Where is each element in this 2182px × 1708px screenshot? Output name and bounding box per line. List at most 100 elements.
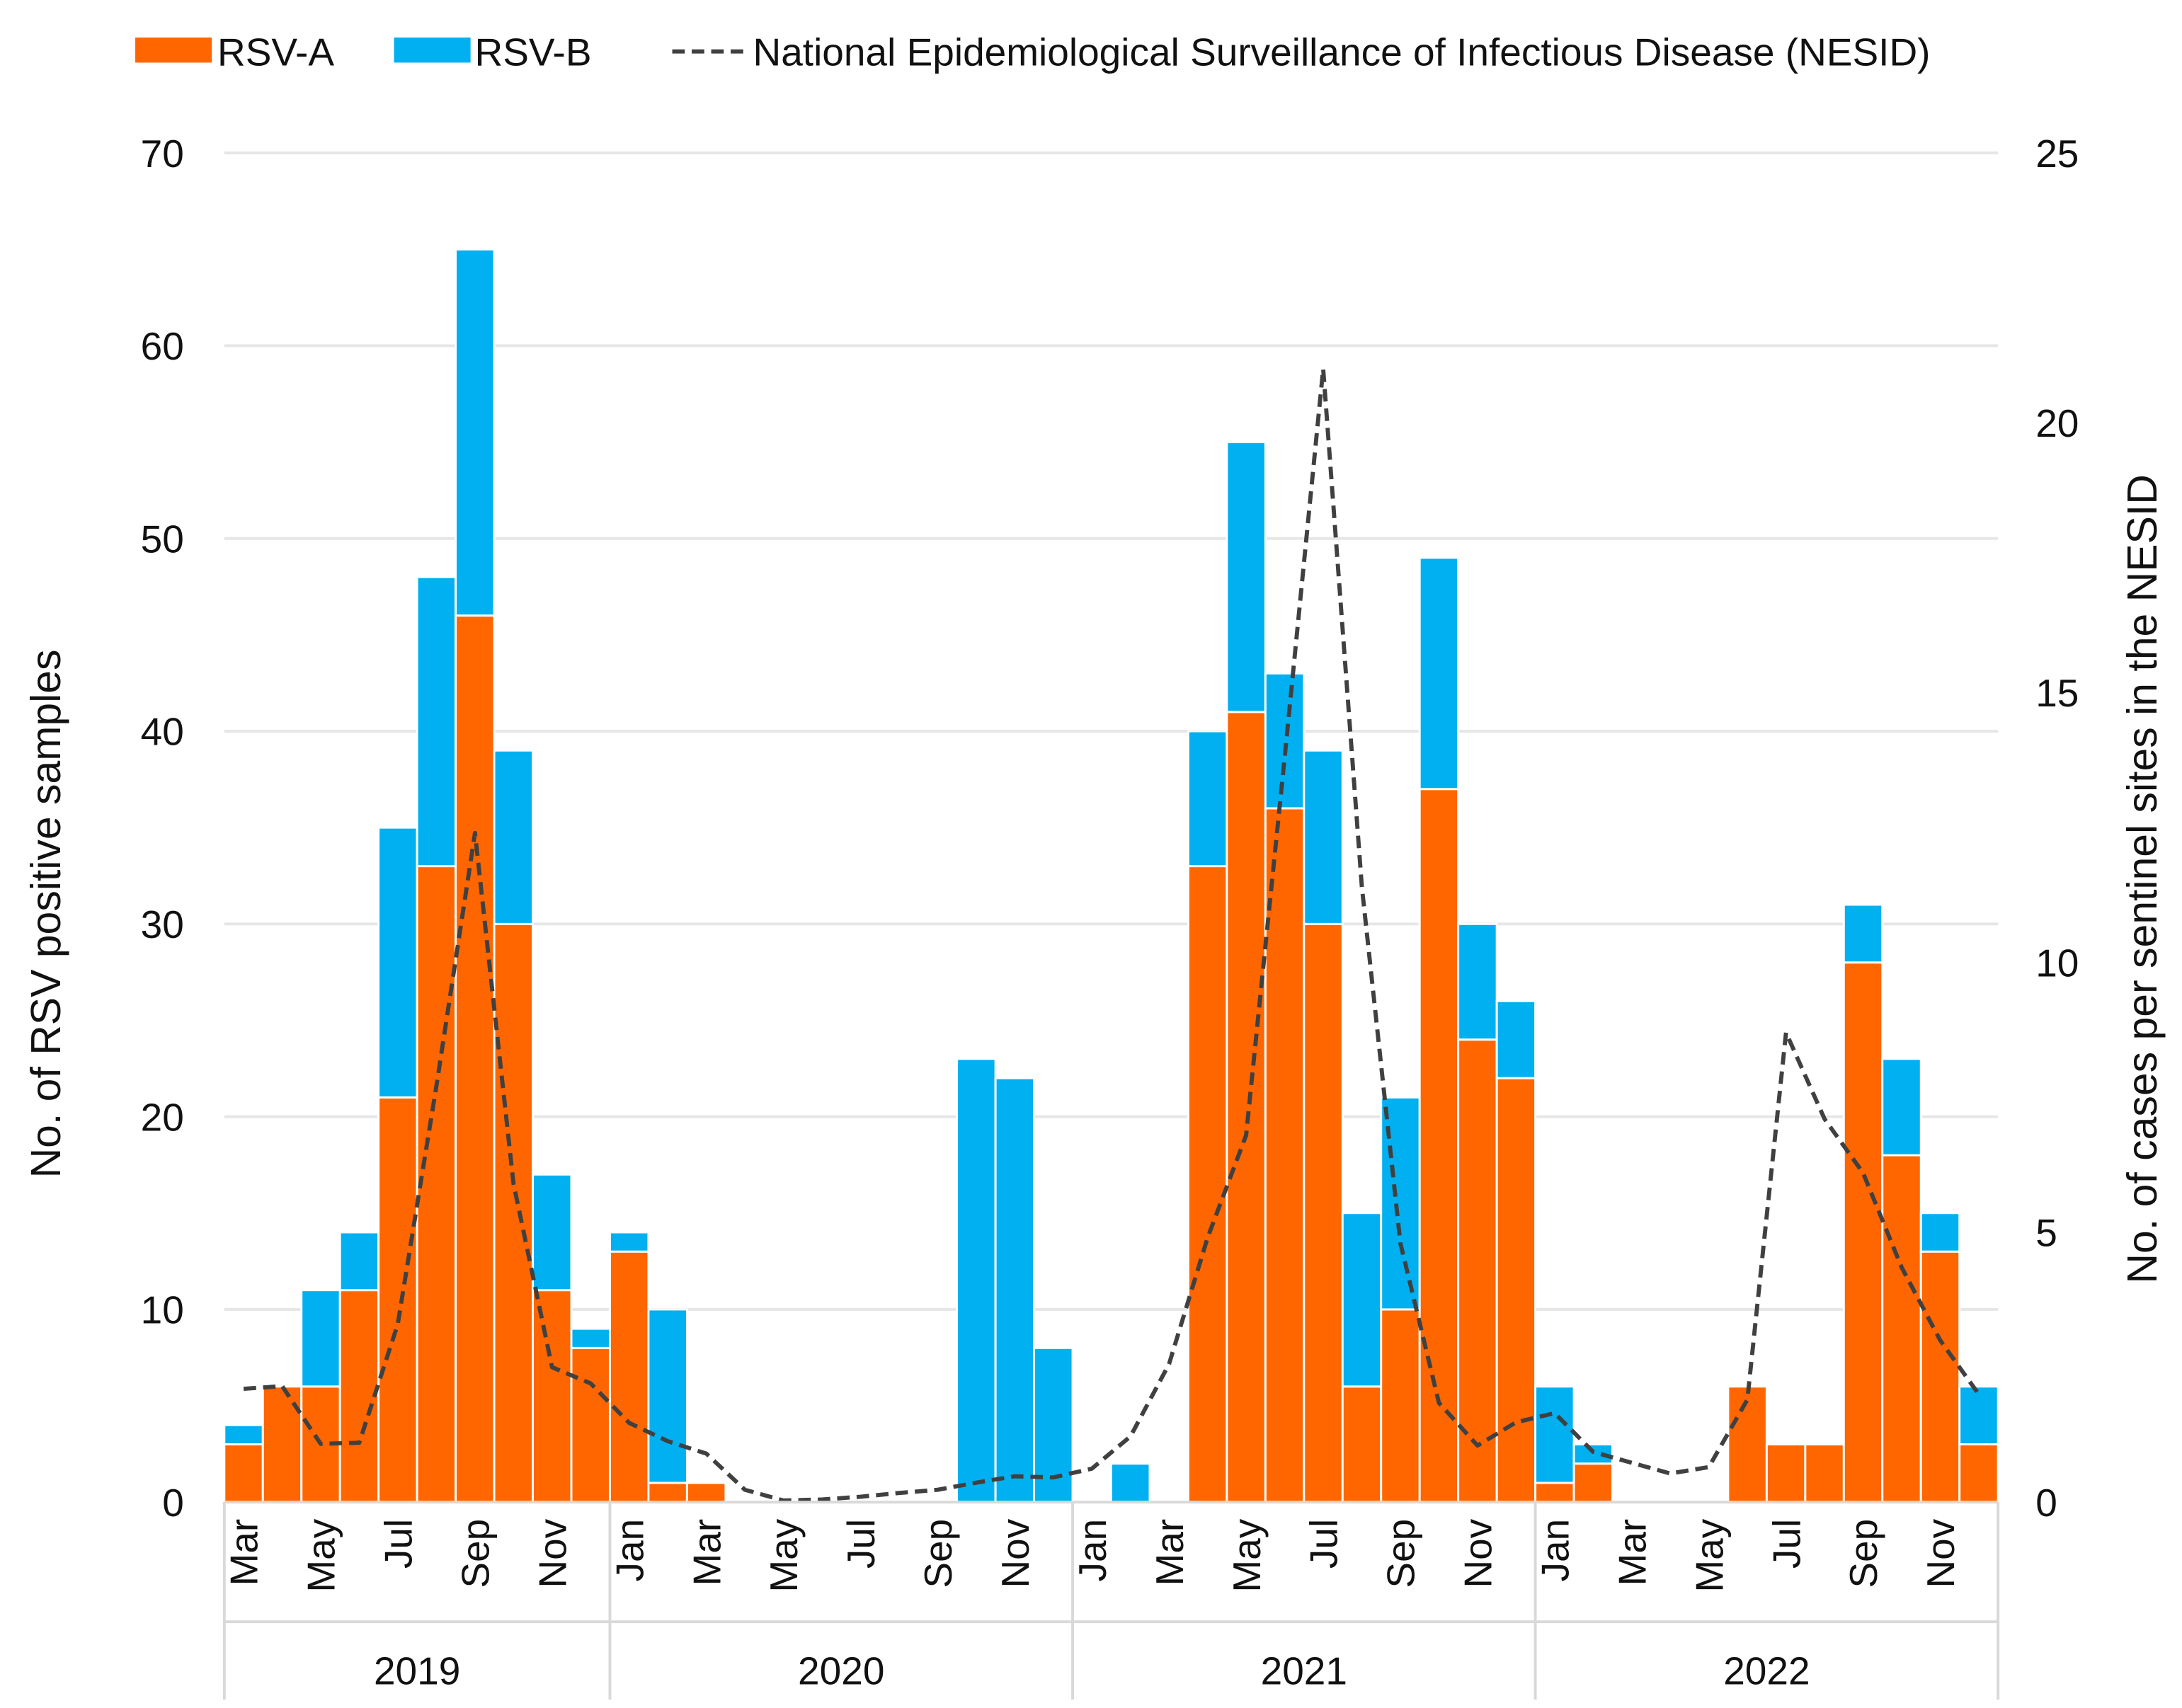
x-tick-label: Jul [1764,1519,1808,1569]
x-tick-label: Sep [1379,1519,1423,1588]
bar-rsv-a [1881,1154,1922,1503]
legend-label-rsv-b: RSV-B [475,30,592,74]
x-tick-label: Mar [1148,1519,1192,1586]
bar-rsv-b [1110,1462,1151,1503]
legend: RSV-A RSV-B National Epidemiological Sur… [135,30,1931,74]
legend-swatch-rsv-b [394,38,471,63]
x-tick-label: Mar [1610,1519,1654,1586]
bar-rsv-a [223,1443,264,1503]
bar-rsv-a [1534,1481,1575,1503]
bar-rsv-b [1264,672,1306,810]
bar-rsv-a [1765,1443,1807,1503]
x-tick-label: Jul [1302,1519,1346,1569]
bar-rsv-b [956,1058,997,1503]
bar-rsv-b [455,248,496,617]
x-tick-label: May [1225,1518,1269,1592]
left-axis-ticks: 0 10 20 30 40 50 60 70 [141,132,184,1525]
x-tick-label: Sep [1841,1519,1885,1588]
y2-tick-label: 20 [2035,401,2079,445]
y2-tick-label: 15 [2035,671,2079,715]
x-tick-label: Nov [530,1518,574,1588]
bar-rsv-b [570,1327,611,1349]
gridlines [224,151,1999,1311]
legend-swatch-rsv-a [135,38,212,63]
year-label: 2022 [1723,1649,1810,1693]
bar-rsv-a [1380,1308,1421,1503]
bar-rsv-b [338,1231,380,1292]
legend-label-nesid: National Epidemiological Surveillance of… [753,30,1931,74]
x-tick-label: Jul [839,1519,883,1569]
y2-tick-label: 0 [2035,1481,2057,1525]
bar-rsv-b [416,575,457,868]
bar-rsv-b [1303,749,1344,925]
x-tick-label: Jul [377,1519,421,1569]
y-tick-label: 60 [141,324,184,368]
bar-rsv-a [1958,1443,1999,1503]
bars [223,248,1999,1503]
x-tick-label: Jan [607,1519,651,1582]
bar-rsv-a [1804,1443,1845,1503]
year-label: 2019 [374,1649,460,1693]
bar-rsv-b [1919,1212,1961,1253]
x-tick-label: Nov [1919,1518,1963,1588]
y-tick-label: 50 [141,517,184,561]
bar-rsv-b [1958,1385,1999,1445]
y-axis-title: No. of RSV positive samples [23,650,69,1179]
bar-rsv-a [1572,1462,1614,1503]
bar-rsv-a [455,614,496,1503]
bar-rsv-b [300,1289,341,1388]
y2-tick-label: 25 [2035,132,2079,176]
bar-rsv-a [493,922,535,1503]
y-tick-label: 20 [141,1095,184,1139]
y-tick-label: 30 [141,902,184,946]
bar-rsv-b [608,1231,650,1253]
bar-rsv-a [1842,961,1884,1503]
x-tick-label: May [299,1518,343,1592]
bar-rsv-a [1919,1250,1961,1503]
bar-rsv-b [377,826,418,1099]
bar-rsv-a [1226,711,1267,1503]
x-tick-label: May [762,1518,806,1592]
y-tick-label: 70 [141,132,184,176]
bar-rsv-a [377,1096,418,1503]
bar-rsv-a [416,865,457,1503]
y-tick-label: 10 [141,1288,184,1332]
bar-rsv-a [1264,807,1306,1503]
bar-rsv-b [223,1423,264,1445]
y2-axis-title: No. of cases per sentinel sites in the N… [2120,474,2166,1283]
x-tick-label: Sep [916,1519,960,1588]
bar-rsv-b [1495,999,1537,1079]
bar-rsv-b [1226,441,1267,713]
bar-rsv-a [1341,1385,1383,1503]
year-label: 2021 [1261,1649,1347,1693]
bar-rsv-b [532,1173,573,1292]
bar-rsv-b [994,1077,1036,1503]
bar-rsv-a [532,1289,573,1503]
y2-tick-label: 5 [2035,1211,2057,1255]
x-tick-label: Nov [993,1518,1037,1588]
bar-rsv-b [1534,1385,1575,1484]
right-axis-ticks: 0 5 10 15 20 25 [2035,132,2079,1525]
x-tick-label: Jan [1070,1519,1114,1582]
nesid-line-group [243,367,1981,1503]
bar-rsv-a [1727,1385,1768,1503]
bar-rsv-b [493,749,535,925]
x-tick-label: Mar [222,1519,266,1586]
year-label: 2020 [798,1649,884,1693]
legend-label-rsv-a: RSV-A [217,30,334,74]
bar-rsv-b [1418,556,1460,791]
bar-rsv-a [570,1346,611,1503]
x-tick-label: Nov [1456,1518,1500,1588]
bar-rsv-b [647,1308,688,1484]
bar-rsv-a [1303,922,1344,1503]
bar-rsv-a [685,1481,727,1503]
bar-rsv-a [608,1250,650,1503]
bar-rsv-b [1187,730,1228,868]
bar-rsv-b [1457,922,1498,1041]
y2-tick-label: 10 [2035,941,2079,985]
x-tick-label: Jan [1533,1519,1577,1582]
x-tick-label: Mar [685,1519,729,1586]
y-tick-label: 40 [141,710,184,754]
nesid-line [243,367,1981,1503]
